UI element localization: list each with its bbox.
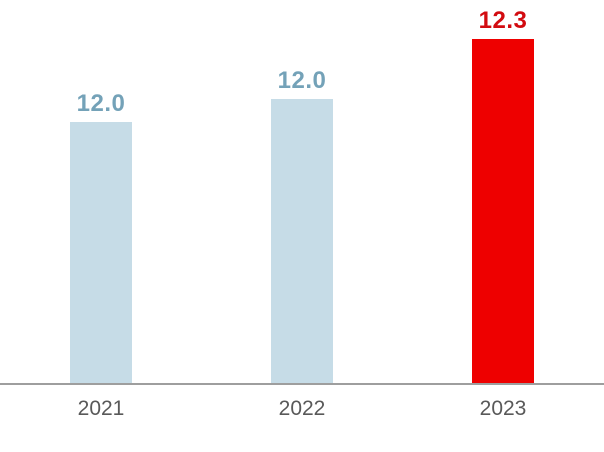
bar-group-2022: 12.0 (271, 67, 333, 383)
bar-2023-highlighted (472, 39, 534, 383)
bar-group-2021: 12.0 (70, 90, 132, 383)
x-axis-line (0, 383, 604, 385)
bar-2022 (271, 99, 333, 383)
value-label-2023: 12.3 (478, 7, 528, 34)
value-label-2022: 12.0 (277, 67, 327, 94)
x-tick-label-2022: 2022 (278, 397, 326, 420)
bar-2021 (70, 122, 132, 383)
x-tick-label-2021: 2021 (77, 397, 125, 420)
value-label-2021: 12.0 (76, 90, 126, 117)
x-tick-label-2023: 2023 (479, 397, 527, 420)
bar-group-2023: 12.3 (472, 7, 534, 383)
